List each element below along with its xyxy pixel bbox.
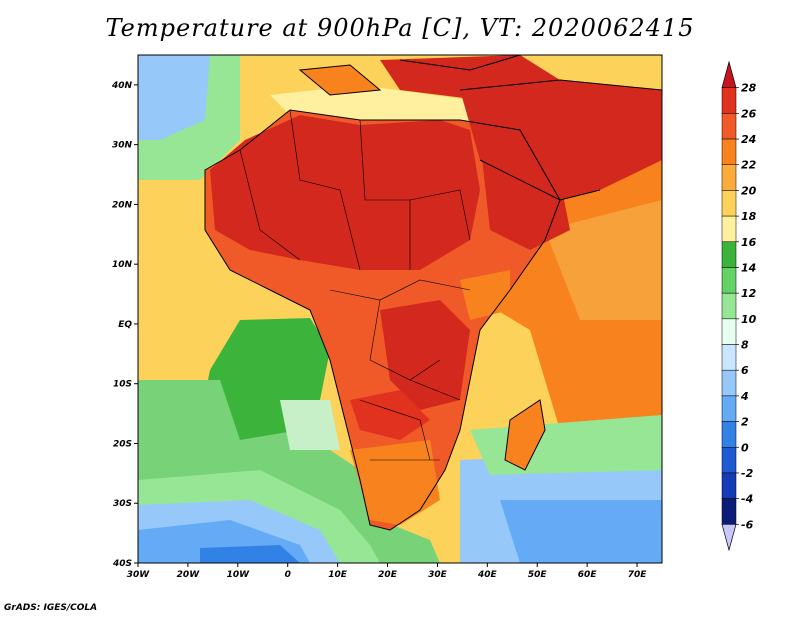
longitude-axis: 30W 20W 10W 0 10E 20E 30E 40E 50E 60E 70E [127,563,647,580]
colorbar-label: 2 [741,416,749,429]
lat-tick-label: 30N [112,141,133,151]
colorbar-label: -6 [741,518,754,531]
lat-tick-label: 10N [112,260,133,270]
southern-africa-warm [350,440,440,525]
lon-tick-label: 30E [428,570,448,580]
arabia-south-hot [480,140,570,250]
benguela-pale [280,400,340,450]
lon-tick-label: 20E [378,570,398,580]
colorbar-swatch [721,190,737,217]
colorbar-swatch [721,498,737,525]
colorbar-swatch [721,87,737,114]
colorbar-label: 24 [741,133,756,146]
colorbar-label: 0 [741,441,749,454]
colorbar-label: 10 [741,313,757,326]
sahara-hot [210,115,480,270]
grads-credit: GrADS: IGES/COLA [4,603,98,613]
central-africa-hot [380,300,470,410]
colorbar-swatch [721,164,737,191]
colorbar-label: 20 [741,184,757,197]
colorbar-label: 4 [740,390,749,403]
colorbar-label: 8 [741,339,749,352]
plot-title: Temperature at 900hPa [C], VT: 202006241… [105,14,695,42]
lat-tick-label: EQ [118,320,132,330]
arabia-coastline [459,79,662,201]
colorbar-swatch [721,447,737,474]
colorbar-swatch [721,215,737,243]
africa-coastline [204,109,561,531]
country-borders [239,109,471,461]
lon-tick-label: 30W [127,570,151,580]
lon-tick-label: 50E [528,570,548,580]
north-atlantic-blue [138,55,210,140]
near-east-hot [380,55,560,100]
colorbar-swatch [721,138,737,165]
lat-tick-label: 20S [113,439,132,449]
colorbar-label: 6 [741,364,749,377]
colorbar-swatch [721,421,737,448]
colorbar-swatch [721,472,737,499]
lon-tick-label: 10E [328,570,348,580]
madagascar [505,400,545,470]
map-frame [137,54,663,564]
colorbar-label: -4 [741,493,753,506]
madagascar-coastline [504,399,546,471]
tropical-atlantic-green [138,380,240,460]
colorbar-swatch [721,241,737,268]
lon-tick-label: 20W [177,570,201,580]
colorbar-swatch [721,395,737,422]
colorbar-label: 18 [741,210,757,223]
colorbar-label: 12 [741,287,757,300]
colorbar-swatch [721,369,737,397]
horn-warm [460,270,510,320]
colorbar-label: 14 [741,261,756,274]
colorbar-label: 26 [741,107,757,120]
lon-tick-label: 40E [477,570,498,580]
lat-tick-label: 20N [112,200,133,210]
south-atlantic-deepblue [200,545,300,563]
colorbar-label: -2 [741,467,754,480]
lon-tick-label: 60E [578,570,598,580]
lon-tick-label: 0 [285,570,291,580]
colorbar-swatch [721,113,737,140]
arabian-sea-warm [545,200,662,320]
angola-zambia-hot [350,390,430,440]
iberia-warm [300,65,380,95]
colorbar-label: 22 [741,159,757,172]
south-indian-deepblue [500,500,662,563]
colorbar-arrow-bottom [721,523,737,552]
colorbar-swatch [721,267,737,294]
colorbar-swatch [721,292,737,320]
lat-tick-label: 40S [112,559,132,569]
lat-tick-label: 40N [111,81,133,91]
lon-tick-label: 70E [628,570,648,580]
europe-coastline [298,55,521,96]
lat-tick-label: 10S [113,380,132,390]
colorbar-swatch [721,318,737,345]
lat-tick-label: 30S [113,499,132,509]
colorbar-label: 16 [741,236,757,249]
temperature-field [138,55,662,563]
lon-tick-label: 10W [227,570,251,580]
colorbar-swatch [721,344,737,371]
colorbar-arrow-top [721,60,737,89]
latitude-axis: 40N 30N 20N 10N EQ 10S 20S 30S 40S [111,81,138,569]
colorbar-label: 28 [741,82,757,95]
